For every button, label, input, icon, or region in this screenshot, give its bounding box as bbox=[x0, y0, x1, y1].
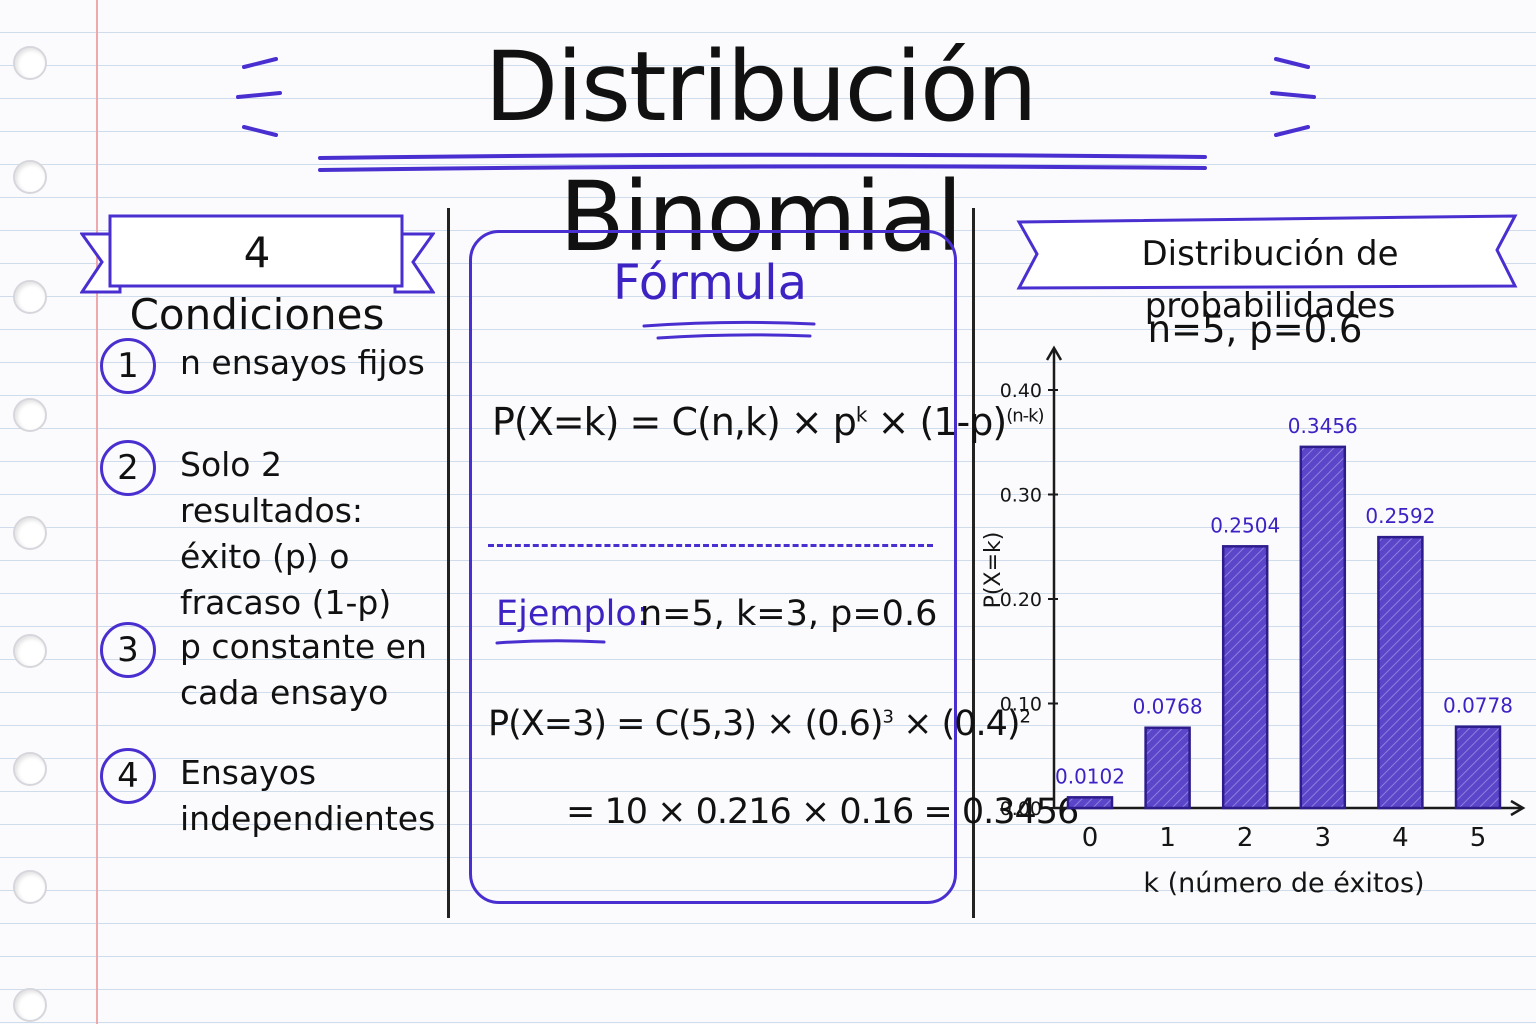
formula-card bbox=[469, 230, 957, 904]
y-axis-label: P(X=k) bbox=[981, 532, 1006, 609]
y-tick-label: 0.30 bbox=[1000, 485, 1042, 507]
x-tick-label: 3 bbox=[1315, 823, 1332, 853]
example-result: = 10 × 0.216 × 0.16 = 0.3456 bbox=[566, 792, 1079, 832]
condition-text: Ensayos independientes bbox=[180, 753, 436, 838]
bar bbox=[1066, 796, 1114, 810]
formula-underline bbox=[642, 320, 816, 340]
binder-hole bbox=[13, 752, 47, 786]
formula-part: P(X=k) = C(n,k) × p bbox=[492, 400, 857, 444]
example-label: Ejemplo: bbox=[496, 594, 649, 634]
condition-text: n ensayos fijos bbox=[180, 343, 425, 382]
binder-hole bbox=[13, 988, 47, 1022]
conditions-ribbon-banner bbox=[80, 214, 435, 294]
example-params: n=5, k=3, p=0.6 bbox=[640, 594, 938, 634]
formula-heading-wrap: Fórmula bbox=[469, 255, 951, 311]
x-tick-label: 1 bbox=[1159, 823, 1176, 853]
bar-value-label: 0.0768 bbox=[1133, 695, 1203, 719]
bar bbox=[1299, 445, 1347, 810]
formula-exponent: 2 bbox=[1019, 706, 1031, 728]
x-tick-label: 0 bbox=[1082, 823, 1099, 853]
bar-value-label: 0.0778 bbox=[1443, 694, 1513, 718]
formula-exponent: 3 bbox=[882, 706, 894, 728]
condition-number: 3 bbox=[100, 622, 156, 678]
binder-hole bbox=[13, 398, 47, 432]
conditions-heading: 4 Condiciones bbox=[129, 228, 385, 339]
distribution-banner bbox=[1016, 214, 1518, 290]
example-underline bbox=[495, 639, 606, 645]
bar bbox=[1377, 535, 1424, 810]
column-divider bbox=[447, 208, 450, 918]
binomial-formula: P(X=k) = C(n,k) × pk × (1-p)(n-k) bbox=[492, 400, 1045, 444]
condition-number: 2 bbox=[100, 440, 156, 496]
bar bbox=[1454, 725, 1502, 810]
formula-exponent: k bbox=[855, 402, 868, 427]
binder-hole bbox=[13, 870, 47, 904]
formula-part: × (0.4) bbox=[892, 704, 1020, 744]
binder-hole bbox=[13, 46, 47, 80]
binder-hole bbox=[13, 160, 47, 194]
binder-hole bbox=[13, 280, 47, 314]
condition-text: p constante en cada ensayo bbox=[180, 627, 427, 712]
y-tick-label: 0.10 bbox=[1000, 694, 1042, 716]
condition-number: 4 bbox=[100, 748, 156, 804]
chart-title: Distribución de probabilidades bbox=[1141, 234, 1399, 326]
bar-value-label: 0.2592 bbox=[1365, 504, 1435, 528]
y-tick-label: 0.20 bbox=[1000, 589, 1042, 611]
bar-value-label: 0.3456 bbox=[1288, 414, 1358, 438]
column-divider bbox=[972, 208, 975, 918]
formula-part: P(X=3) = C(5,3) × (0.6) bbox=[488, 704, 884, 744]
chart-subtitle: n=5, p=0.6 bbox=[1147, 308, 1363, 351]
formula-exponent: (n-k) bbox=[1006, 405, 1044, 427]
y-axis-arrow-icon bbox=[1045, 345, 1063, 361]
title-accent-left-icon bbox=[236, 57, 282, 137]
y-tick-label: 0.00 bbox=[1000, 798, 1042, 820]
bar-value-label: 0.0102 bbox=[1055, 764, 1125, 788]
bar bbox=[1144, 726, 1191, 810]
condition-number: 1 bbox=[100, 338, 156, 394]
bar-value-label: 0.2504 bbox=[1210, 513, 1280, 537]
x-axis-label: k (número de éxitos) bbox=[1143, 868, 1424, 899]
example-calculation: P(X=3) = C(5,3) × (0.6)3 × (0.4)2 bbox=[488, 704, 1031, 744]
y-tick-label: 0.40 bbox=[1000, 380, 1042, 402]
notebook-margin-line bbox=[96, 0, 98, 1024]
binomial-bar-chart: 0.00 0.10 0.20 0.30 0.40 0.0102 0 0.0768 1 0.2504… bbox=[981, 345, 1526, 899]
page-title: Distribución Binomial bbox=[484, 31, 1037, 273]
formula-part: × (1-p) bbox=[866, 400, 1008, 444]
binder-hole bbox=[13, 634, 47, 668]
formula-separator bbox=[488, 544, 933, 547]
x-tick-label: 4 bbox=[1392, 823, 1409, 853]
condition-text: Solo 2 resultados: éxito (p) o fracaso (… bbox=[180, 445, 392, 622]
formula-heading: Fórmula bbox=[612, 255, 808, 311]
x-tick-label: 2 bbox=[1237, 823, 1254, 853]
bar bbox=[1221, 545, 1269, 810]
binder-hole bbox=[13, 516, 47, 550]
title-underline bbox=[318, 152, 1207, 172]
x-tick-label: 5 bbox=[1470, 823, 1487, 853]
x-axis-arrow-icon bbox=[1510, 799, 1526, 817]
title-accent-right-icon bbox=[1270, 57, 1316, 137]
